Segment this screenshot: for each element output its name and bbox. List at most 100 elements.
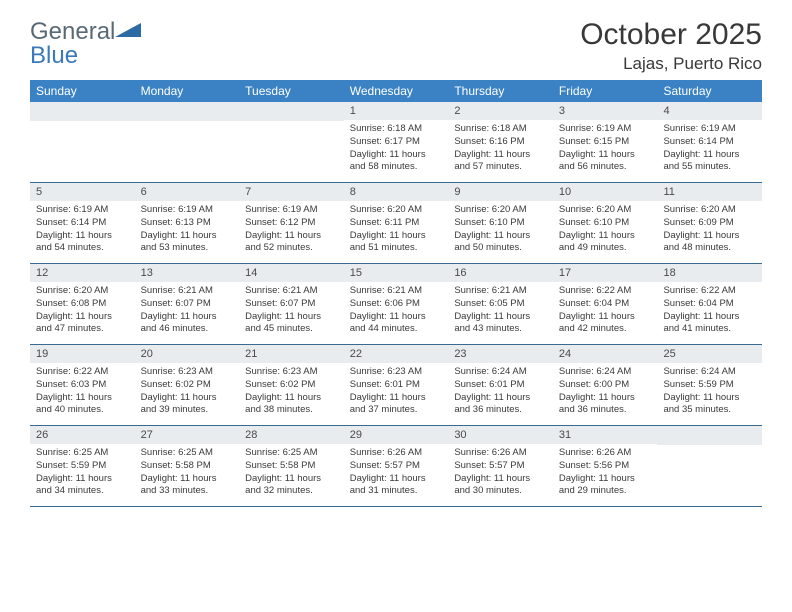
day-cell: 29Sunrise: 6:26 AMSunset: 5:57 PMDayligh… [344, 426, 449, 506]
empty-daynum [30, 102, 135, 121]
day-cell: 3Sunrise: 6:19 AMSunset: 6:15 PMDaylight… [553, 102, 658, 182]
day-header-wednesday: Wednesday [344, 80, 449, 102]
day-cell: 1Sunrise: 6:18 AMSunset: 6:17 PMDaylight… [344, 102, 449, 182]
day-number: 19 [30, 345, 135, 363]
daylight-line: Daylight: 11 hours and 48 minutes. [663, 230, 756, 256]
daylight-line: Daylight: 11 hours and 51 minutes. [350, 230, 443, 256]
daylight-line: Daylight: 11 hours and 31 minutes. [350, 473, 443, 499]
sunset-line: Sunset: 6:10 PM [559, 217, 652, 230]
sunrise-line: Sunrise: 6:20 AM [350, 204, 443, 217]
day-number: 8 [344, 183, 449, 201]
calendar: SundayMondayTuesdayWednesdayThursdayFrid… [0, 80, 792, 507]
sunset-line: Sunset: 6:00 PM [559, 379, 652, 392]
location: Lajas, Puerto Rico [580, 54, 762, 74]
sunrise-line: Sunrise: 6:21 AM [350, 285, 443, 298]
day-number: 7 [239, 183, 344, 201]
day-number: 5 [30, 183, 135, 201]
day-number: 13 [135, 264, 240, 282]
day-cell: 30Sunrise: 6:26 AMSunset: 5:57 PMDayligh… [448, 426, 553, 506]
day-number: 22 [344, 345, 449, 363]
daylight-line: Daylight: 11 hours and 37 minutes. [350, 392, 443, 418]
daylight-line: Daylight: 11 hours and 57 minutes. [454, 149, 547, 175]
day-content: Sunrise: 6:20 AMSunset: 6:09 PMDaylight:… [657, 201, 762, 261]
day-content: Sunrise: 6:23 AMSunset: 6:02 PMDaylight:… [239, 363, 344, 423]
day-cell: 27Sunrise: 6:25 AMSunset: 5:58 PMDayligh… [135, 426, 240, 506]
day-content: Sunrise: 6:21 AMSunset: 6:07 PMDaylight:… [239, 282, 344, 342]
day-number: 27 [135, 426, 240, 444]
title-block: October 2025 Lajas, Puerto Rico [580, 18, 762, 74]
day-cell: 23Sunrise: 6:24 AMSunset: 6:01 PMDayligh… [448, 345, 553, 425]
sunset-line: Sunset: 6:01 PM [454, 379, 547, 392]
daylight-line: Daylight: 11 hours and 39 minutes. [141, 392, 234, 418]
sunrise-line: Sunrise: 6:20 AM [663, 204, 756, 217]
week-row: 12Sunrise: 6:20 AMSunset: 6:08 PMDayligh… [30, 264, 762, 345]
day-content: Sunrise: 6:22 AMSunset: 6:03 PMDaylight:… [30, 363, 135, 423]
daylight-line: Daylight: 11 hours and 56 minutes. [559, 149, 652, 175]
daylight-line: Daylight: 11 hours and 44 minutes. [350, 311, 443, 337]
day-header-monday: Monday [135, 80, 240, 102]
day-content: Sunrise: 6:20 AMSunset: 6:10 PMDaylight:… [553, 201, 658, 261]
sunrise-line: Sunrise: 6:24 AM [454, 366, 547, 379]
day-content: Sunrise: 6:19 AMSunset: 6:12 PMDaylight:… [239, 201, 344, 261]
sunset-line: Sunset: 6:08 PM [36, 298, 129, 311]
logo-text-blue: Blue [30, 42, 141, 70]
day-content: Sunrise: 6:25 AMSunset: 5:58 PMDaylight:… [135, 444, 240, 504]
daylight-line: Daylight: 11 hours and 38 minutes. [245, 392, 338, 418]
day-cell: 2Sunrise: 6:18 AMSunset: 6:16 PMDaylight… [448, 102, 553, 182]
daylight-line: Daylight: 11 hours and 58 minutes. [350, 149, 443, 175]
sunrise-line: Sunrise: 6:20 AM [36, 285, 129, 298]
day-cell: 14Sunrise: 6:21 AMSunset: 6:07 PMDayligh… [239, 264, 344, 344]
day-content: Sunrise: 6:19 AMSunset: 6:14 PMDaylight:… [657, 120, 762, 180]
day-cell: 4Sunrise: 6:19 AMSunset: 6:14 PMDaylight… [657, 102, 762, 182]
empty-daynum [135, 102, 240, 121]
sunset-line: Sunset: 6:13 PM [141, 217, 234, 230]
day-header-sunday: Sunday [30, 80, 135, 102]
day-number: 24 [553, 345, 658, 363]
day-cell: 8Sunrise: 6:20 AMSunset: 6:11 PMDaylight… [344, 183, 449, 263]
day-content: Sunrise: 6:20 AMSunset: 6:08 PMDaylight:… [30, 282, 135, 342]
month-title: October 2025 [580, 18, 762, 52]
day-number: 17 [553, 264, 658, 282]
sunrise-line: Sunrise: 6:22 AM [36, 366, 129, 379]
day-content: Sunrise: 6:23 AMSunset: 6:01 PMDaylight:… [344, 363, 449, 423]
sunrise-line: Sunrise: 6:19 AM [141, 204, 234, 217]
daylight-line: Daylight: 11 hours and 53 minutes. [141, 230, 234, 256]
sunset-line: Sunset: 6:07 PM [141, 298, 234, 311]
day-cell: 13Sunrise: 6:21 AMSunset: 6:07 PMDayligh… [135, 264, 240, 344]
sunrise-line: Sunrise: 6:23 AM [245, 366, 338, 379]
day-cell: 20Sunrise: 6:23 AMSunset: 6:02 PMDayligh… [135, 345, 240, 425]
sunset-line: Sunset: 6:07 PM [245, 298, 338, 311]
day-header-tuesday: Tuesday [239, 80, 344, 102]
daylight-line: Daylight: 11 hours and 35 minutes. [663, 392, 756, 418]
week-row: 26Sunrise: 6:25 AMSunset: 5:59 PMDayligh… [30, 426, 762, 507]
sunrise-line: Sunrise: 6:21 AM [454, 285, 547, 298]
day-content: Sunrise: 6:21 AMSunset: 6:05 PMDaylight:… [448, 282, 553, 342]
day-content: Sunrise: 6:24 AMSunset: 5:59 PMDaylight:… [657, 363, 762, 423]
daylight-line: Daylight: 11 hours and 55 minutes. [663, 149, 756, 175]
daylight-line: Daylight: 11 hours and 52 minutes. [245, 230, 338, 256]
sunset-line: Sunset: 6:09 PM [663, 217, 756, 230]
sunrise-line: Sunrise: 6:24 AM [663, 366, 756, 379]
daylight-line: Daylight: 11 hours and 49 minutes. [559, 230, 652, 256]
day-number: 6 [135, 183, 240, 201]
day-content: Sunrise: 6:26 AMSunset: 5:57 PMDaylight:… [344, 444, 449, 504]
day-cell: 21Sunrise: 6:23 AMSunset: 6:02 PMDayligh… [239, 345, 344, 425]
sunset-line: Sunset: 5:59 PM [36, 460, 129, 473]
sunrise-line: Sunrise: 6:18 AM [454, 123, 547, 136]
day-cell: 9Sunrise: 6:20 AMSunset: 6:10 PMDaylight… [448, 183, 553, 263]
day-number: 9 [448, 183, 553, 201]
sunset-line: Sunset: 6:14 PM [36, 217, 129, 230]
sunrise-line: Sunrise: 6:20 AM [559, 204, 652, 217]
day-content: Sunrise: 6:20 AMSunset: 6:11 PMDaylight:… [344, 201, 449, 261]
sunrise-line: Sunrise: 6:20 AM [454, 204, 547, 217]
day-cell: 15Sunrise: 6:21 AMSunset: 6:06 PMDayligh… [344, 264, 449, 344]
header: General Blue October 2025 Lajas, Puerto … [0, 0, 792, 80]
daylight-line: Daylight: 11 hours and 43 minutes. [454, 311, 547, 337]
day-content: Sunrise: 6:25 AMSunset: 5:59 PMDaylight:… [30, 444, 135, 504]
sunrise-line: Sunrise: 6:26 AM [559, 447, 652, 460]
sunset-line: Sunset: 6:16 PM [454, 136, 547, 149]
day-content: Sunrise: 6:19 AMSunset: 6:15 PMDaylight:… [553, 120, 658, 180]
empty-cell [657, 426, 762, 506]
sunrise-line: Sunrise: 6:18 AM [350, 123, 443, 136]
day-content: Sunrise: 6:18 AMSunset: 6:16 PMDaylight:… [448, 120, 553, 180]
